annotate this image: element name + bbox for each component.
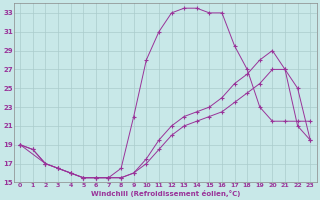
X-axis label: Windchill (Refroidissement éolien,°C): Windchill (Refroidissement éolien,°C)	[91, 190, 240, 197]
